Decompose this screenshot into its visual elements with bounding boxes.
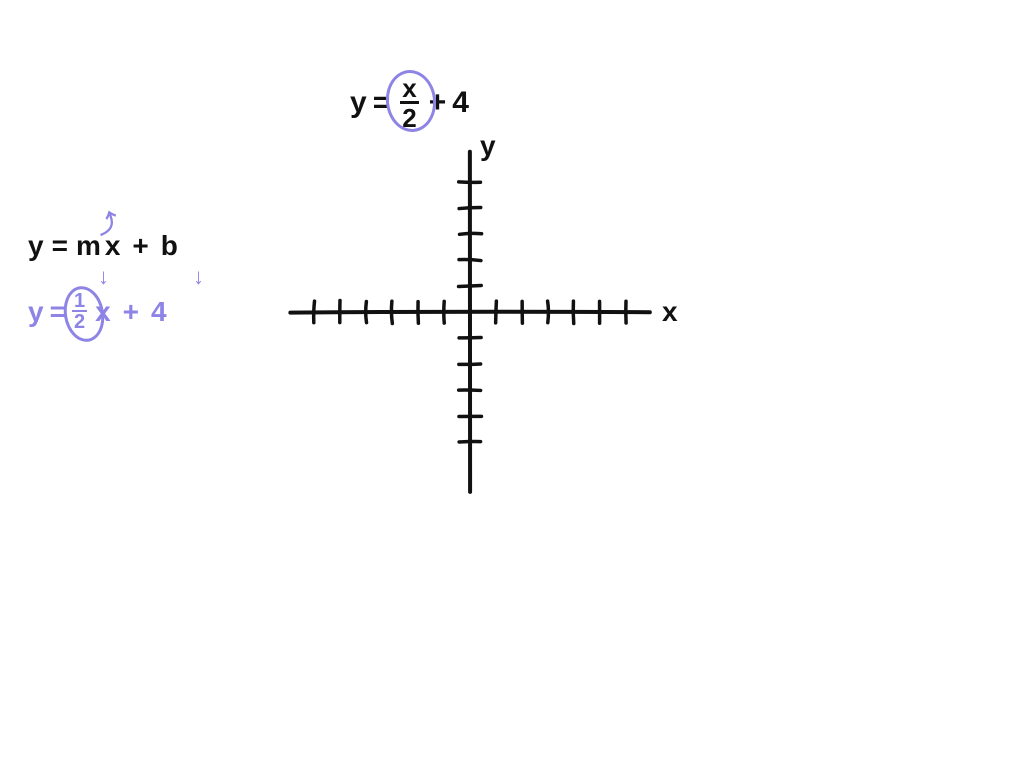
x-axis-label: x [662, 296, 678, 328]
whiteboard-canvas: y = x 2 + 4 ⤴ y = m x + b ↓ ↓ y = [0, 0, 1024, 768]
coordinate-axes [0, 0, 1024, 768]
y-axis-label: y [480, 130, 496, 162]
